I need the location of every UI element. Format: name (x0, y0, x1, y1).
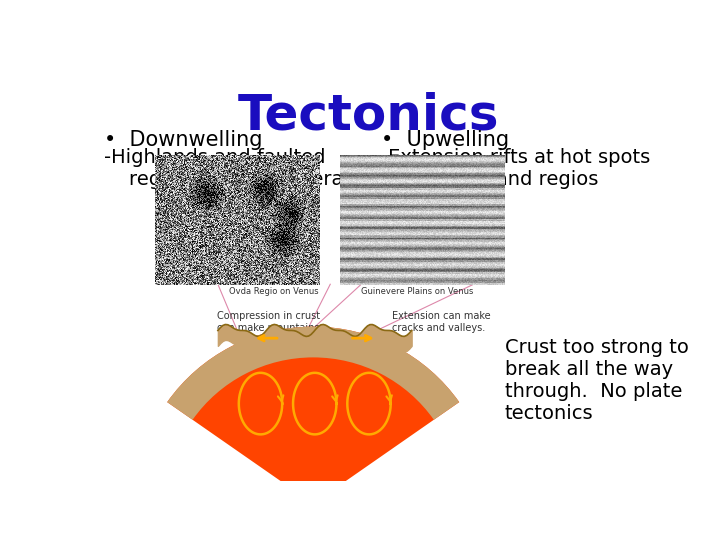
Text: Ovda Regio on Venus: Ovda Regio on Venus (229, 287, 319, 295)
Wedge shape (167, 327, 459, 504)
Text: •  Upwelling: • Upwelling (381, 130, 509, 150)
Text: Tectonics: Tectonics (238, 92, 500, 140)
Text: -Highlands and faulted
    regions called tessera: -Highlands and faulted regions called te… (104, 148, 343, 189)
Text: Compression in crust
can make mountains: Compression in crust can make mountains (217, 311, 320, 333)
Text: -Extension rifts at hot spots
= chasmas and regios: -Extension rifts at hot spots = chasmas … (381, 148, 650, 189)
Text: •  Downwelling: • Downwelling (104, 130, 263, 150)
Text: Guinevere Plains on Venus: Guinevere Plains on Venus (361, 287, 474, 295)
Wedge shape (167, 327, 459, 420)
Text: Extension can make
cracks and valleys.: Extension can make cracks and valleys. (392, 311, 491, 333)
Text: Crust too strong to
break all the way
through.  No plate
tectonics: Crust too strong to break all the way th… (505, 338, 688, 423)
